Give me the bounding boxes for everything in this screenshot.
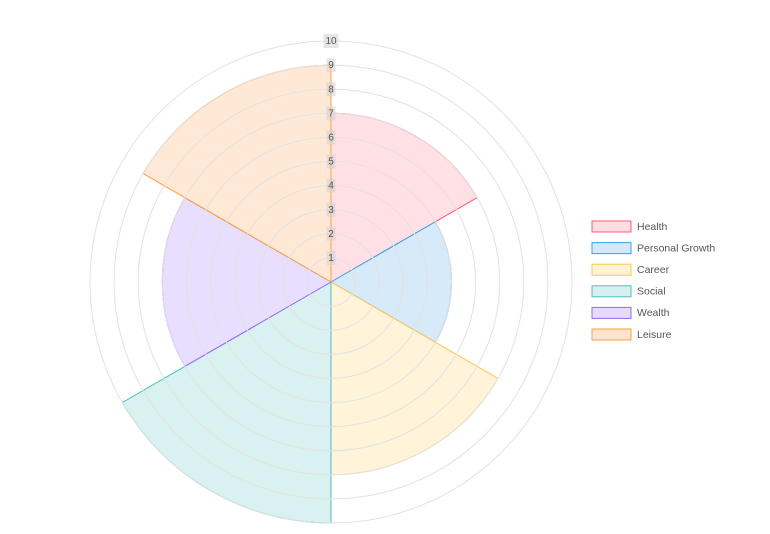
tick-label-bg bbox=[326, 130, 336, 145]
legend-swatch-leisure[interactable] bbox=[591, 328, 632, 341]
legend-label-wealth[interactable]: Wealth bbox=[637, 307, 670, 319]
legend-label-personal-growth[interactable]: Personal Growth bbox=[637, 242, 715, 254]
legend-label-leisure[interactable]: Leisure bbox=[637, 329, 672, 341]
tick-label-bg bbox=[326, 250, 336, 265]
tick-label-bg bbox=[326, 202, 336, 217]
tick-label-bg bbox=[323, 34, 339, 48]
legend-swatch-social[interactable] bbox=[591, 285, 632, 298]
legend-label-social[interactable]: Social bbox=[637, 286, 666, 298]
tick-label-bg bbox=[326, 106, 336, 121]
legend-label-health[interactable]: Health bbox=[637, 221, 668, 233]
legend-label-career[interactable]: Career bbox=[637, 264, 670, 276]
tick-label-1: 1 bbox=[328, 253, 334, 264]
tick-label-2: 2 bbox=[328, 229, 334, 240]
tick-label-bg bbox=[326, 82, 336, 97]
legend-swatch-career[interactable] bbox=[591, 263, 632, 276]
legend-swatch-wealth[interactable] bbox=[591, 306, 632, 319]
tick-label-5: 5 bbox=[328, 157, 334, 168]
tick-label-3: 3 bbox=[328, 205, 334, 216]
legend-swatch-personal-growth[interactable] bbox=[591, 242, 632, 255]
tick-label-4: 4 bbox=[328, 181, 334, 192]
legend: Health Personal Growth Career Social Wealth L… bbox=[591, 220, 715, 341]
tick-label-6: 6 bbox=[328, 133, 334, 144]
tick-label-bg bbox=[326, 58, 336, 73]
tick-label-8: 8 bbox=[328, 84, 334, 95]
tick-label-bg bbox=[326, 178, 336, 193]
tick-label-7: 7 bbox=[328, 108, 334, 119]
tick-label-10: 10 bbox=[325, 36, 337, 47]
tick-label-9: 9 bbox=[328, 60, 334, 71]
tick-label-bg bbox=[326, 226, 336, 241]
tick-labels-layer: 1 2 3 4 5 6 7 8 9 10 bbox=[323, 34, 339, 265]
tick-label-bg bbox=[326, 154, 336, 169]
legend-swatch-health[interactable] bbox=[591, 220, 632, 233]
